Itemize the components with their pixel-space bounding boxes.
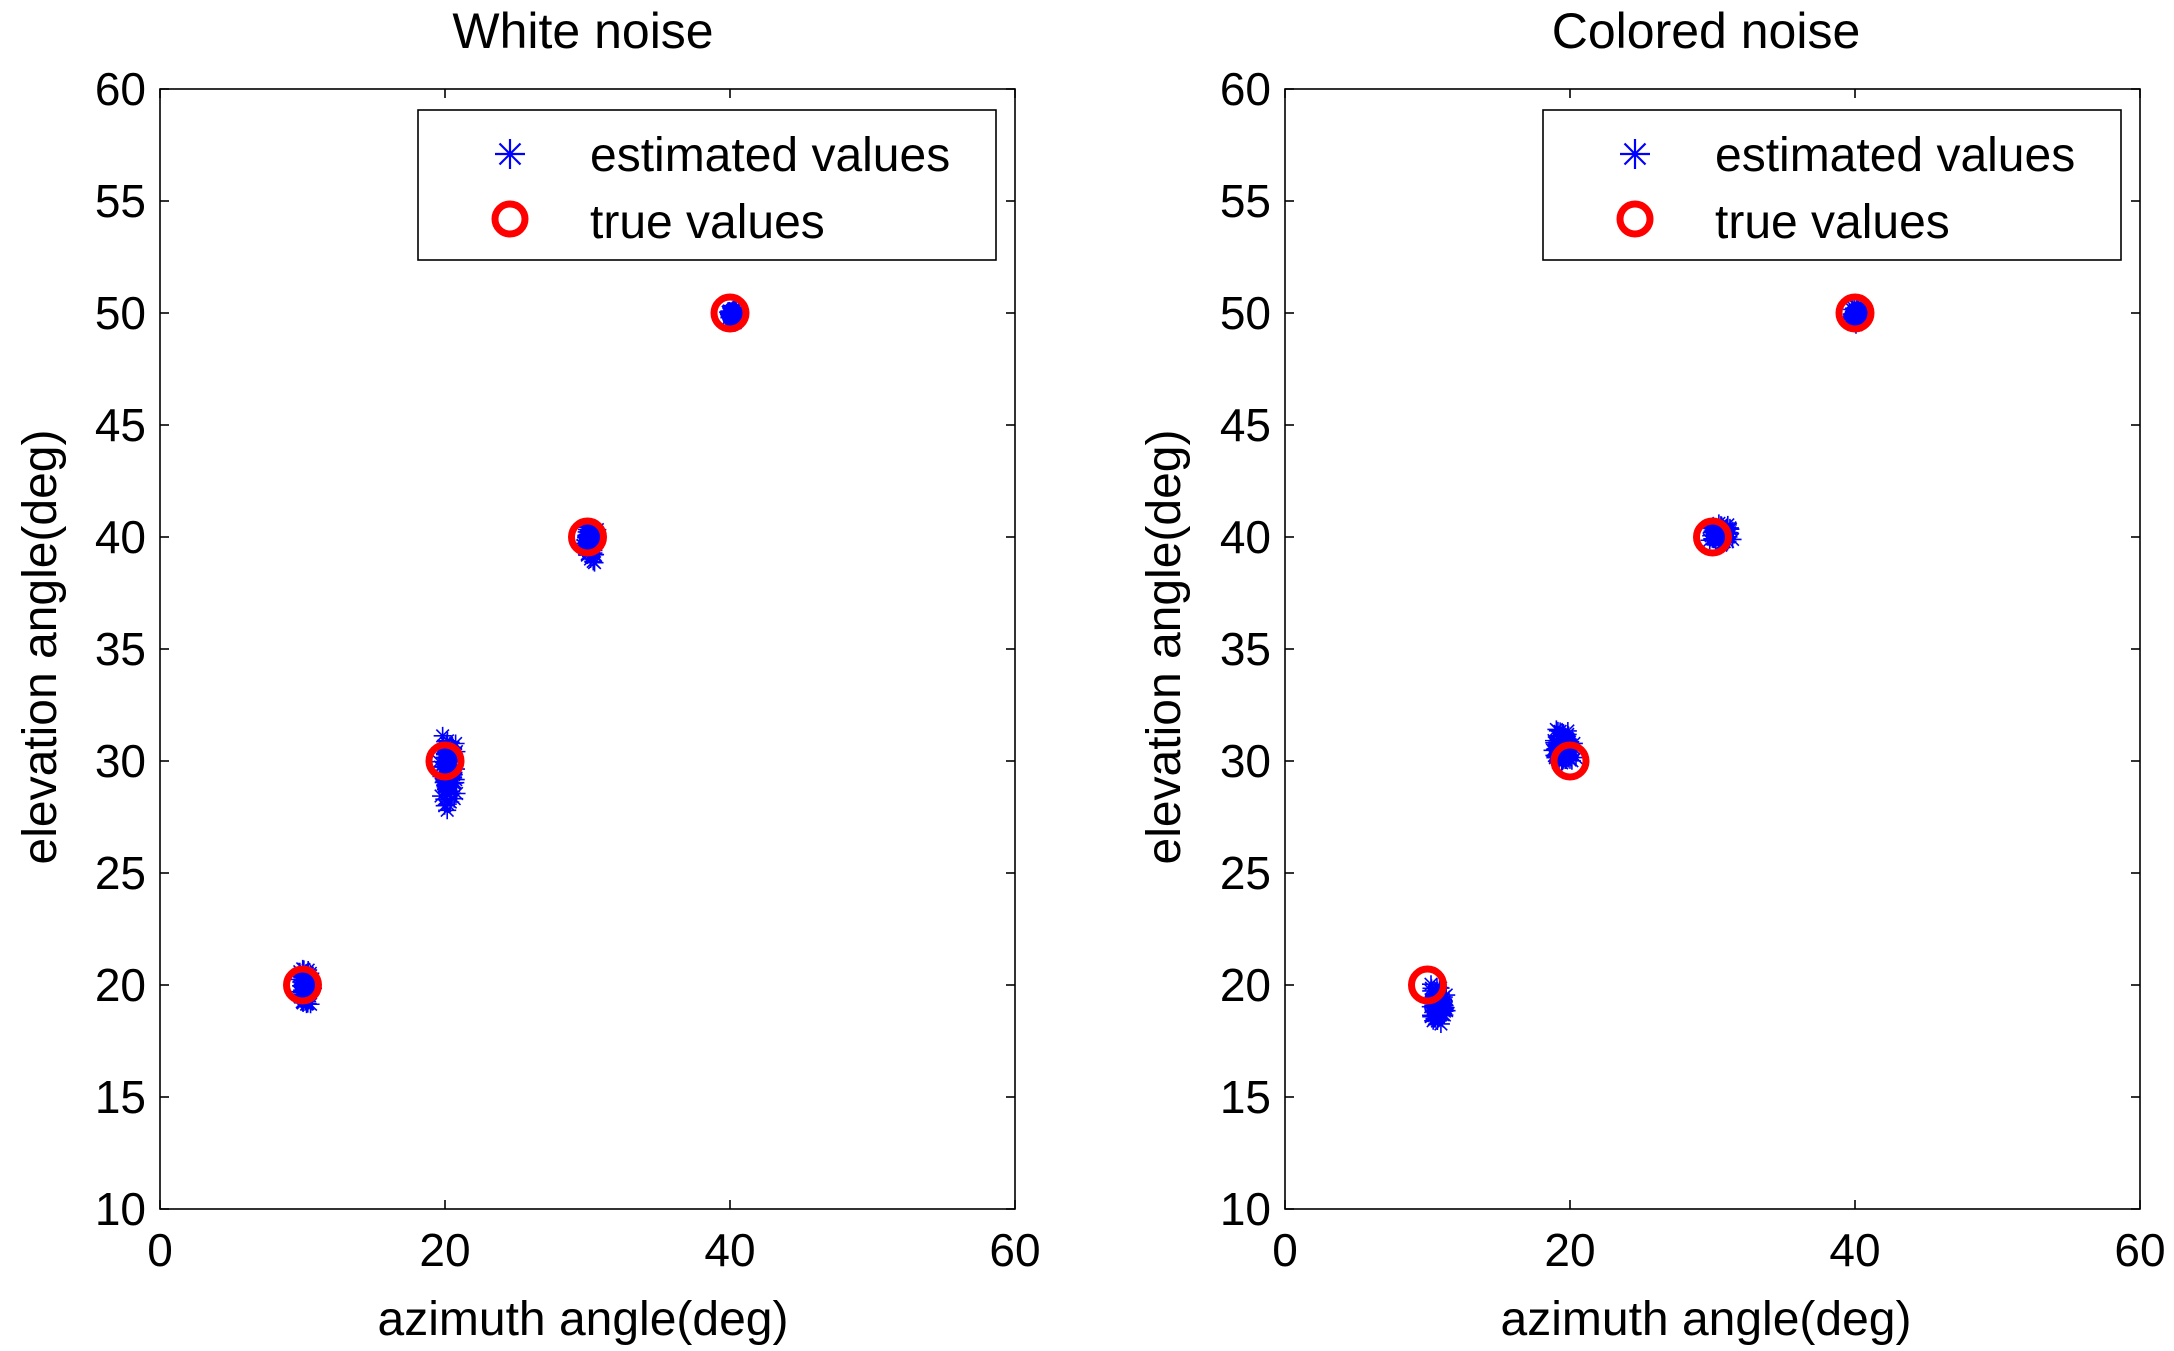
- y-tick-label: 30: [1220, 735, 1271, 787]
- true-point: [568, 517, 607, 557]
- y-tick-label: 45: [1220, 399, 1271, 451]
- y-tick-label: 15: [1220, 1071, 1271, 1123]
- y-axis-label: elevation angle(deg): [1138, 430, 1191, 865]
- x-axis-label: azimuth angle(deg): [378, 1293, 789, 1346]
- legend: estimated values true values: [417, 109, 997, 261]
- x-axis-label: azimuth angle(deg): [1501, 1293, 1912, 1346]
- true-point: [1408, 965, 1447, 1005]
- plot-frame: [159, 88, 1016, 1210]
- estimate-point: [726, 313, 745, 332]
- y-tick-label: 20: [95, 959, 146, 1011]
- legend-asterisk-icon: [1620, 139, 1650, 169]
- estimate-cluster: [1842, 297, 1872, 334]
- legend-label-true: true values: [590, 196, 825, 249]
- y-tick-label: 10: [95, 1183, 146, 1235]
- estimate-core: [726, 309, 739, 322]
- estimate-point: [438, 801, 457, 820]
- estimate-point: [444, 774, 463, 793]
- true-point: [1550, 741, 1590, 781]
- estimate-point: [1548, 733, 1567, 752]
- y-tick-label: 10: [1220, 1183, 1271, 1235]
- estimate-point: [1425, 1009, 1444, 1028]
- estimate-point: [1430, 978, 1449, 997]
- y-tick-label: 20: [1220, 959, 1271, 1011]
- estimate-point: [1547, 736, 1566, 755]
- x-tick-label: 40: [1829, 1224, 1880, 1276]
- estimate-cluster: [573, 518, 607, 572]
- chart-title: White noise: [452, 3, 713, 59]
- estimate-core: [299, 978, 312, 996]
- estimate-cluster: [289, 959, 323, 1014]
- true-point: [425, 741, 465, 781]
- x-tick-label: 0: [1272, 1224, 1298, 1276]
- estimate-point: [447, 784, 466, 803]
- white-noise-panel: White noise azimuth angle(deg) elevation…: [14, 3, 1041, 1346]
- true-point: [283, 965, 322, 1005]
- true-point: [1693, 517, 1732, 557]
- estimate-point: [438, 745, 457, 764]
- estimate-point: [1558, 721, 1577, 740]
- data-layer: [1408, 293, 1875, 1033]
- y-tick-label: 25: [95, 847, 146, 899]
- x-tick-label: 60: [2114, 1224, 2165, 1276]
- y-tick-label: 15: [95, 1071, 146, 1123]
- y-tick-label: 45: [95, 399, 146, 451]
- estimate-point: [1845, 312, 1864, 331]
- estimate-point: [1723, 530, 1742, 549]
- estimate-point: [437, 782, 456, 801]
- y-tick-label: 35: [95, 623, 146, 675]
- y-axis-label: elevation angle(deg): [14, 430, 67, 865]
- x-tick-label: 20: [1544, 1224, 1595, 1276]
- x-tick-label: 60: [989, 1224, 1040, 1276]
- y-tick-label: 60: [1220, 63, 1271, 115]
- y-tick-label: 50: [95, 287, 146, 339]
- estimate-point: [726, 300, 745, 319]
- legend-label-estimated: estimated values: [590, 129, 950, 182]
- tick-layer: 0 20 40 60 10 15 20 25 30 35 40 45 50 55 60: [1220, 63, 2166, 1276]
- legend: estimated values true values: [1542, 109, 2122, 261]
- y-tick-label: 40: [1220, 511, 1271, 563]
- y-tick-label: 30: [95, 735, 146, 787]
- plot-frame: [1284, 88, 2141, 1210]
- x-tick-label: 40: [704, 1224, 755, 1276]
- x-tick-label: 0: [147, 1224, 173, 1276]
- estimate-cluster: [719, 299, 746, 332]
- estimate-core: [584, 532, 597, 551]
- legend-label-estimated: estimated values: [1715, 129, 2075, 182]
- y-tick-label: 55: [95, 175, 146, 227]
- legend-circle-icon: [491, 200, 529, 238]
- chart-title: Colored noise: [1552, 3, 1861, 59]
- y-tick-label: 35: [1220, 623, 1271, 675]
- estimate-core: [1850, 309, 1863, 322]
- y-tick-label: 55: [1220, 175, 1271, 227]
- estimate-point: [1557, 746, 1576, 765]
- estimate-point: [294, 966, 313, 985]
- estimate-point: [432, 787, 451, 806]
- colored-noise-panel: Colored noise azimuth angle(deg) elevati…: [1138, 3, 2166, 1346]
- legend-circle-icon: [1616, 200, 1654, 238]
- legend-label-true: true values: [1715, 196, 1950, 249]
- true-point: [1835, 293, 1875, 333]
- x-tick-label: 20: [419, 1224, 470, 1276]
- true-point: [710, 293, 750, 333]
- estimate-point: [575, 534, 594, 553]
- tick-layer: 0 20 40 60 10 15 20 25 30 35 40 45 50 55 60: [95, 63, 1041, 1276]
- y-tick-label: 50: [1220, 287, 1271, 339]
- y-tick-label: 25: [1220, 847, 1271, 899]
- y-tick-label: 60: [95, 63, 146, 115]
- data-layer: [283, 293, 750, 1014]
- estimate-point: [438, 731, 457, 750]
- estimate-point: [446, 734, 465, 753]
- y-tick-label: 40: [95, 511, 146, 563]
- legend-asterisk-icon: [495, 139, 525, 169]
